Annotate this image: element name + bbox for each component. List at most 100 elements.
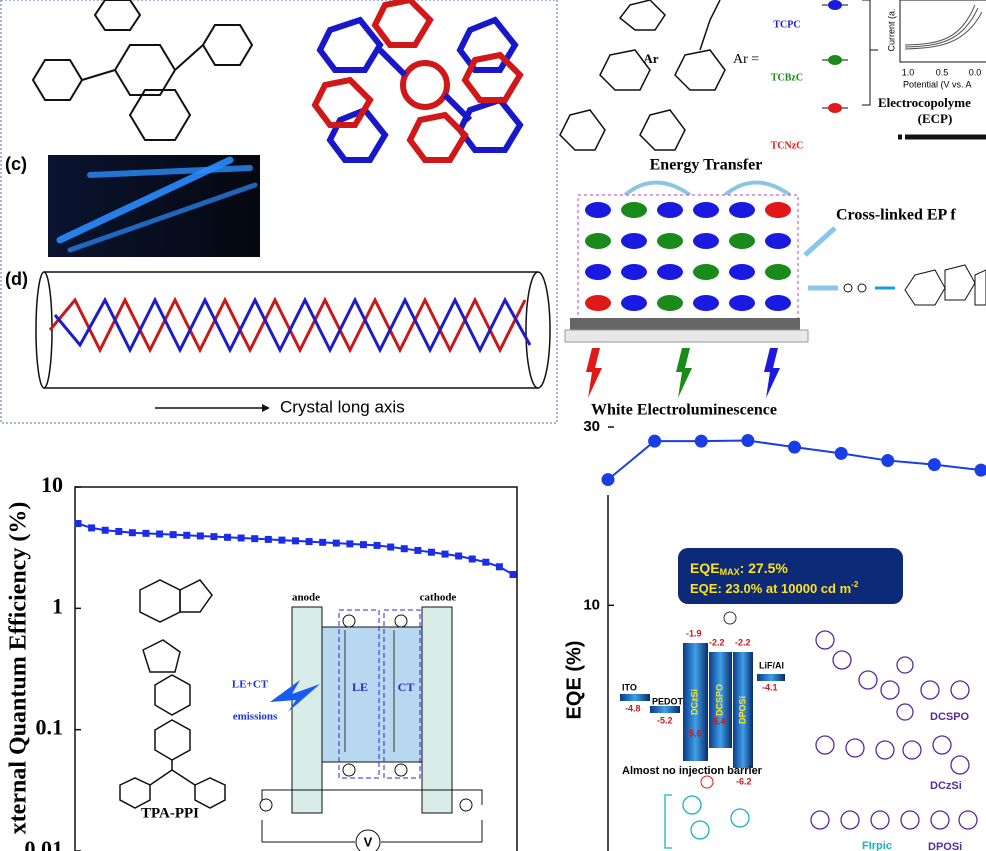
crystal-glow [56, 156, 258, 253]
data-point [441, 550, 449, 558]
film-label: Cross-linked EP f [836, 207, 956, 224]
eqe-max: EQEMAX: 27.5% [690, 560, 788, 578]
text: EQE: 23.0% at 10000 cd m [690, 581, 851, 596]
level-label: -5.2 [657, 715, 673, 725]
data-point [319, 538, 327, 546]
monomer-unit [729, 264, 755, 280]
eqe-box [678, 548, 903, 604]
level-label: -2.2 [735, 637, 751, 647]
inset-molecule [119, 579, 226, 809]
monomer-unit [585, 264, 611, 280]
data-point [74, 520, 82, 528]
data-point [648, 434, 662, 448]
monomer-unit [585, 202, 611, 218]
level-label: -2.2 [709, 637, 725, 647]
data-point [156, 530, 164, 538]
data-point [210, 533, 218, 541]
crystal-structure [311, 0, 524, 163]
energy-transfer: Energy Transfer [650, 157, 763, 174]
cv-xlabel: Potential (V vs. A [903, 79, 972, 89]
data-point [974, 463, 986, 477]
monomer-unit [657, 295, 683, 311]
data-point [741, 434, 755, 448]
y-axis-label: EQE (%) [563, 641, 585, 720]
level-label: -6.2 [736, 776, 752, 786]
cv-xtick: 1.0 [902, 67, 915, 77]
level-label: -5.4 [710, 716, 726, 726]
host-name: DPOSi [928, 841, 962, 851]
data-point [455, 552, 463, 560]
data-point [834, 446, 848, 460]
data-point [251, 535, 259, 543]
monomer-unit [765, 295, 791, 311]
data-point [101, 526, 109, 534]
data-point [509, 571, 517, 579]
cv-xtick: 0.0 [969, 67, 982, 77]
monomer-unit [621, 202, 647, 218]
monomer-unit [657, 233, 683, 249]
chain-red [48, 296, 527, 354]
cv-plot [899, 0, 986, 63]
monomer-unit [585, 295, 611, 311]
monomer-unit [693, 202, 719, 218]
plot-area: 0.01 0.1 1 10 [25, 472, 517, 851]
y-tick-label: 0.1 [36, 715, 64, 740]
data-point [468, 555, 476, 563]
source-label: LE+CT [232, 679, 269, 691]
data-point [237, 534, 245, 542]
panel-label: (c) [5, 154, 27, 174]
monomer-unit [729, 295, 755, 311]
data-point [128, 529, 136, 537]
data-point [332, 539, 340, 547]
y-tick-label: 0.01 [25, 836, 64, 851]
data-point [346, 540, 354, 548]
text: : 27.5% [740, 560, 789, 576]
host-name: DCSPO [930, 711, 970, 723]
panel-border [0, 0, 558, 424]
dopant-molecule [664, 794, 750, 849]
level-label: -4.8 [625, 703, 641, 713]
ar-equals: Ar = [733, 52, 759, 67]
y-tick-label: 30 [583, 418, 600, 435]
data-point [427, 548, 435, 556]
level-label: -4.1 [762, 682, 778, 692]
data-point [115, 527, 123, 535]
emission-bolts [586, 348, 780, 398]
data-point [305, 538, 313, 546]
cathode-label: cathode [420, 592, 457, 604]
y-tick-label: 10 [583, 596, 600, 613]
monomer-unit [693, 233, 719, 249]
layer-name: LiF/Al [759, 660, 784, 670]
transfer-arrows [623, 180, 792, 197]
dopant-name: FIrpic [862, 840, 892, 851]
monomer-keys [822, 0, 878, 113]
monomer-unit [657, 202, 683, 218]
monomer-unit [765, 233, 791, 249]
cv-curves [904, 4, 983, 50]
text: EQE [690, 560, 720, 576]
monomer-unit [621, 295, 647, 311]
data-point [292, 537, 299, 545]
ecp-abbr: (ECP) [918, 111, 953, 126]
le-label: LE [352, 680, 368, 694]
y-tick-label: 10 [41, 472, 63, 497]
eqe-note: EQE: 23.0% at 10000 cd m-2 [690, 580, 859, 596]
monomer-unit [621, 264, 647, 280]
monomer-drawing [559, 0, 726, 151]
panel-label: (d) [5, 269, 28, 289]
monomer-name: TCNzC [771, 140, 804, 151]
data-point [881, 454, 895, 468]
arrow-head [262, 404, 270, 412]
monomer-unit [657, 264, 683, 280]
ar-label: Ar [643, 51, 658, 66]
monomer-unit [693, 295, 719, 311]
data-point [264, 535, 272, 543]
source-label: emissions [233, 711, 278, 723]
chart-eqe-log: xternal Quantum Efficiency (%) 0.01 0.1 1 1… [6, 472, 518, 851]
emission-label: White Electroluminescence [591, 402, 777, 419]
energy-diagram [620, 611, 785, 789]
axis-caption: Crystal long axis [280, 397, 405, 416]
y-axis-label: xternal Quantum Efficiency (%) [6, 502, 32, 835]
